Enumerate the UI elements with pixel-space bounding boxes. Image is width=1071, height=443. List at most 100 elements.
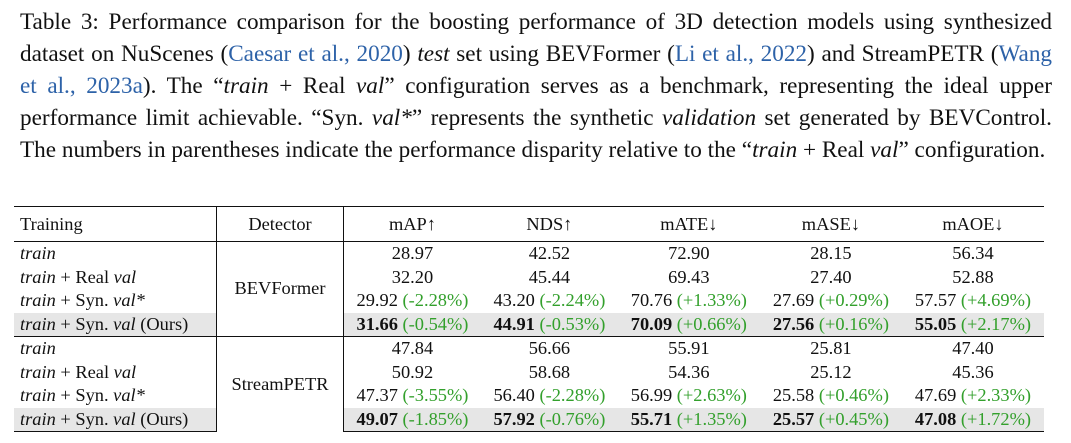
metric-value: 50.92	[391, 361, 434, 382]
metric-value: 28.97	[391, 243, 434, 263]
metric-value: 47.37	[356, 385, 398, 405]
training-plus: + Real	[55, 266, 114, 287]
metric-value: 44.91	[493, 313, 535, 334]
metric-cell: 27.69 (+0.29%)	[760, 289, 902, 313]
metric-cell: 31.66 (-0.54%)	[343, 312, 481, 337]
header-detector: Detector	[216, 206, 344, 242]
metric-cell: 45.44	[481, 266, 618, 290]
metric-cell: 70.76 (+1.33%)	[618, 289, 760, 313]
metric-cell: 27.56 (+0.16%)	[759, 312, 902, 337]
metric-value: 25.58	[772, 385, 815, 405]
metric-value: 27.40	[810, 266, 852, 287]
metric-value: 47.69	[914, 385, 957, 405]
metric-value: 56.66	[528, 338, 571, 358]
header-maoe: mAOE↓	[901, 206, 1044, 242]
metric-value: 56.34	[952, 243, 994, 263]
metric-value: 55.91	[668, 338, 710, 358]
metric-value: 28.15	[810, 243, 852, 263]
metric-cell: 52.88	[902, 266, 1044, 290]
metric-delta: (-2.24%)	[539, 290, 606, 310]
metric-delta: (-0.53%)	[539, 313, 606, 334]
training-plus: + Real	[55, 361, 114, 382]
metric-cell: 55.71 (+1.35%)	[617, 407, 760, 432]
training-ours: (Ours)	[135, 408, 189, 429]
metric-delta: (-2.28%)	[402, 290, 469, 310]
metric-delta: (-0.76%)	[539, 408, 606, 429]
metric-value: 49.07	[356, 408, 398, 429]
metric-value: 25.12	[810, 361, 852, 382]
metric-cell: 45.36	[902, 361, 1044, 385]
metric-value: 31.66	[356, 313, 398, 334]
metric-delta: (+0.29%)	[818, 290, 889, 310]
metric-value: 25.81	[810, 338, 852, 358]
table-body: train BEVFormer 28.97 42.52 72.90 28.15 56.34 t…	[14, 241, 1044, 432]
metric-value: 54.36	[668, 361, 710, 382]
metric-delta: (+0.16%)	[818, 313, 889, 334]
training-plus: + Syn.	[55, 408, 114, 429]
metric-cell: 47.69 (+2.33%)	[902, 384, 1044, 408]
table-row: train + Syn. val* 47.37 (-3.55%) 56.40 (-2…	[14, 384, 1044, 408]
metric-cell: 47.84	[343, 336, 481, 361]
metric-cell: 25.58 (+0.46%)	[760, 384, 902, 408]
metric-value: 32.20	[391, 266, 434, 287]
metric-delta: (+0.46%)	[818, 385, 889, 405]
metric-value: 57.57	[914, 290, 957, 310]
header-training: Training	[14, 206, 217, 242]
metric-value: 69.43	[668, 266, 710, 287]
detector-cell: StreamPETR	[216, 336, 344, 432]
training-cell: train + Syn. val (Ours)	[14, 407, 217, 432]
metric-value: 57.92	[493, 408, 535, 429]
metric-cell: 49.07 (-1.85%)	[343, 407, 481, 432]
metric-delta: (+1.72%)	[960, 408, 1032, 429]
metric-cell: 25.57 (+0.45%)	[759, 407, 902, 432]
metric-cell: 43.20 (-2.24%)	[481, 289, 618, 313]
metric-value: 45.36	[952, 361, 994, 382]
metric-delta: (-3.55%)	[402, 385, 469, 405]
training-cell: train + Syn. val*	[14, 384, 217, 408]
metric-cell: 55.91	[617, 336, 760, 361]
table-header-row: Training Detector mAP↑ NDS↑ mATE↓ mASE↓ …	[14, 206, 1044, 242]
metric-delta: (-0.54%)	[402, 313, 469, 334]
training-train: train	[20, 361, 56, 382]
metric-value: 56.40	[493, 385, 535, 405]
training-train: train	[20, 290, 56, 310]
table-row: train + Real val 50.92 58.68 54.36 25.12 45.3…	[14, 360, 1044, 385]
metric-value: 27.56	[772, 313, 815, 334]
training-val: val*	[113, 385, 145, 405]
metric-value: 47.40	[952, 338, 994, 358]
metric-delta: (+4.69%)	[960, 290, 1032, 310]
citation-link[interactable]: Wang et al., 2023a	[20, 41, 1053, 99]
training-cell: train	[14, 241, 217, 266]
citation-link[interactable]: Caesar et al., 2020	[228, 41, 403, 67]
header-mate: mATE↓	[617, 206, 760, 242]
metric-delta: (+2.17%)	[960, 313, 1032, 334]
metric-cell: 27.40	[760, 266, 902, 290]
metric-cell: 69.43	[618, 266, 760, 290]
metric-delta: (+2.33%)	[960, 385, 1032, 405]
metric-value: 25.57	[772, 408, 815, 429]
detector-cell: BEVFormer	[216, 241, 344, 337]
metric-cell: 56.99 (+2.63%)	[618, 384, 760, 408]
metric-value: 52.88	[952, 266, 994, 287]
citation-link[interactable]: Li et al., 2022	[674, 41, 808, 67]
metric-value: 72.90	[668, 243, 710, 263]
training-train: train	[20, 385, 56, 405]
training-plus: + Syn.	[55, 313, 114, 334]
table-caption: Table 3: Performance comparison for the …	[20, 9, 1053, 163]
training-train: train	[20, 243, 56, 263]
metric-delta: (-1.85%)	[402, 408, 469, 429]
table-row: train + Syn. val (Ours) 49.07 (-1.85%) 57.…	[14, 407, 1044, 432]
metric-cell: 28.97	[344, 242, 481, 266]
training-cell: train	[14, 336, 217, 361]
metric-value: 45.44	[528, 266, 571, 287]
metric-cell: 32.20	[344, 266, 481, 290]
training-cell: train + Syn. val*	[14, 289, 217, 313]
metric-delta: (+0.66%)	[676, 313, 747, 334]
metric-cell: 29.92 (-2.28%)	[344, 289, 481, 313]
metric-value: 42.52	[528, 243, 571, 263]
table-row: train BEVFormer 28.97 42.52 72.90 28.15 56.34	[14, 241, 1044, 337]
metric-value: 43.20	[493, 290, 535, 310]
training-val: val	[113, 361, 137, 382]
metric-cell: 70.09 (+0.66%)	[617, 312, 760, 337]
metric-cell: 54.36	[618, 361, 760, 385]
